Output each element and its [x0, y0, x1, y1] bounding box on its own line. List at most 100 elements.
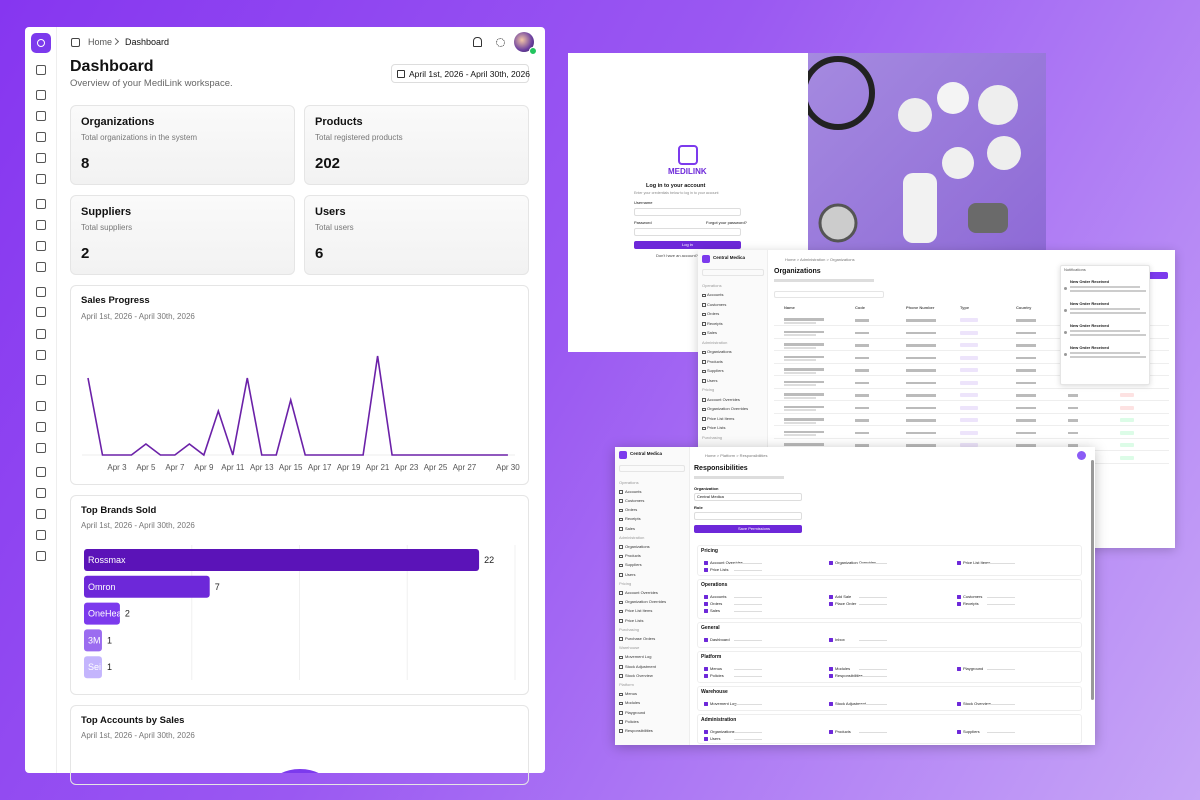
x-tick-label: Apr 3 [107, 463, 127, 472]
menu-icon [619, 499, 623, 503]
stat-card [70, 105, 295, 185]
menu-item: Stock Adjustment [625, 663, 656, 669]
cell [1016, 319, 1036, 322]
cell [784, 418, 824, 421]
section-title: Warehouse [701, 689, 728, 695]
menu-item: Suppliers [707, 368, 724, 374]
x-tick-label: Apr 19 [337, 463, 361, 472]
calendar-icon [397, 70, 405, 78]
chart-card [70, 285, 529, 485]
sidebar-icon [36, 443, 46, 453]
section-box [697, 651, 1082, 683]
card-description: Total suppliers [81, 223, 133, 233]
cell [906, 406, 936, 409]
breadcrumb: Home > Administration > Organizations [785, 256, 855, 262]
sidebar-icon [36, 375, 46, 385]
cell [906, 419, 936, 422]
section-title: General [701, 625, 720, 631]
column-header: Name [784, 304, 795, 310]
checkbox [704, 602, 708, 606]
permission-label: Add Sale [835, 593, 852, 599]
checkbox [829, 667, 833, 671]
permission-label: Accounts [710, 593, 727, 599]
permission-code [859, 668, 887, 670]
cell [784, 421, 816, 424]
workspace-logo [619, 451, 627, 459]
cell [784, 368, 824, 371]
login-subtitle: Enter your credentials below to log in t… [634, 190, 719, 195]
bar-label: 3M [88, 635, 101, 645]
notification-title: New Order Received [1070, 300, 1109, 306]
spray-bottle [903, 173, 937, 243]
search [619, 465, 685, 472]
cell [1016, 444, 1036, 447]
row-line [774, 375, 1169, 376]
type-badge [960, 430, 978, 435]
status-badge [1120, 418, 1134, 422]
value-label: 22 [484, 555, 494, 565]
section-box [697, 714, 1082, 744]
section-title: Pricing [701, 548, 718, 554]
notification-dot [1064, 287, 1067, 290]
sidebar-icon [36, 90, 46, 100]
cell [855, 444, 869, 447]
permission-code [734, 610, 762, 612]
bar-label: OneHeal [88, 609, 124, 619]
permission-label: Place Order [835, 600, 857, 606]
notification-text [1070, 312, 1146, 314]
permission-label: Stock Adjustment [835, 700, 866, 706]
menu-item: Price List Items [707, 415, 735, 421]
breadcrumb-item: Home [88, 36, 113, 47]
stat-card [70, 195, 295, 275]
checkbox [704, 609, 708, 613]
search [702, 269, 764, 276]
menu-icon [619, 692, 623, 697]
column-header: Type [960, 304, 970, 310]
type-badge [960, 330, 978, 335]
permission-label: Account Overrides [710, 559, 743, 565]
permission-label: Price Lists [710, 566, 729, 572]
value-label: 1 [107, 662, 112, 672]
menu-icon [702, 350, 706, 354]
checkbox [704, 674, 708, 678]
chart-subtitle: April 1st, 2026 - April 30th, 2026 [81, 731, 195, 741]
menu-item: Price List Items [625, 608, 653, 614]
notification-dot [1064, 353, 1067, 356]
cell [784, 371, 816, 374]
chart-subtitle: April 1st, 2026 - April 30th, 2026 [81, 312, 195, 322]
login-button-text: Log in [682, 241, 693, 247]
bar [84, 629, 102, 652]
card-value: 6 [315, 245, 324, 262]
permission-label: Products [835, 728, 851, 734]
menu-icon [619, 655, 623, 660]
menu-item: Menus [625, 691, 638, 697]
checkbox [957, 595, 961, 599]
menu-icon [619, 508, 623, 513]
x-tick-label: Apr 15 [279, 463, 303, 472]
notification-text [1070, 352, 1140, 354]
stethoscope-head [818, 203, 858, 243]
pill-dish [987, 136, 1021, 170]
cell [855, 394, 869, 397]
section-box [697, 686, 1082, 711]
status-badge [1120, 455, 1134, 460]
menu-group: Warehouse [619, 645, 640, 651]
login-logo [678, 145, 698, 165]
checkbox [704, 737, 708, 741]
permission-code [859, 675, 887, 677]
notification-text [1070, 308, 1140, 310]
x-tick-label: Apr 9 [194, 463, 214, 472]
login-photo [808, 53, 1046, 250]
cell [855, 319, 869, 322]
scrollbar [1091, 460, 1094, 700]
bar [84, 575, 210, 598]
value-label: 7 [215, 582, 220, 592]
cell [1068, 444, 1078, 447]
menu-item: Products [707, 358, 723, 364]
permission-label: Suppliers [963, 728, 980, 734]
cell [784, 384, 816, 386]
search [774, 291, 884, 298]
permission-code [859, 639, 887, 641]
sidebar-icon [36, 551, 46, 561]
sidebar-icon [36, 132, 46, 142]
